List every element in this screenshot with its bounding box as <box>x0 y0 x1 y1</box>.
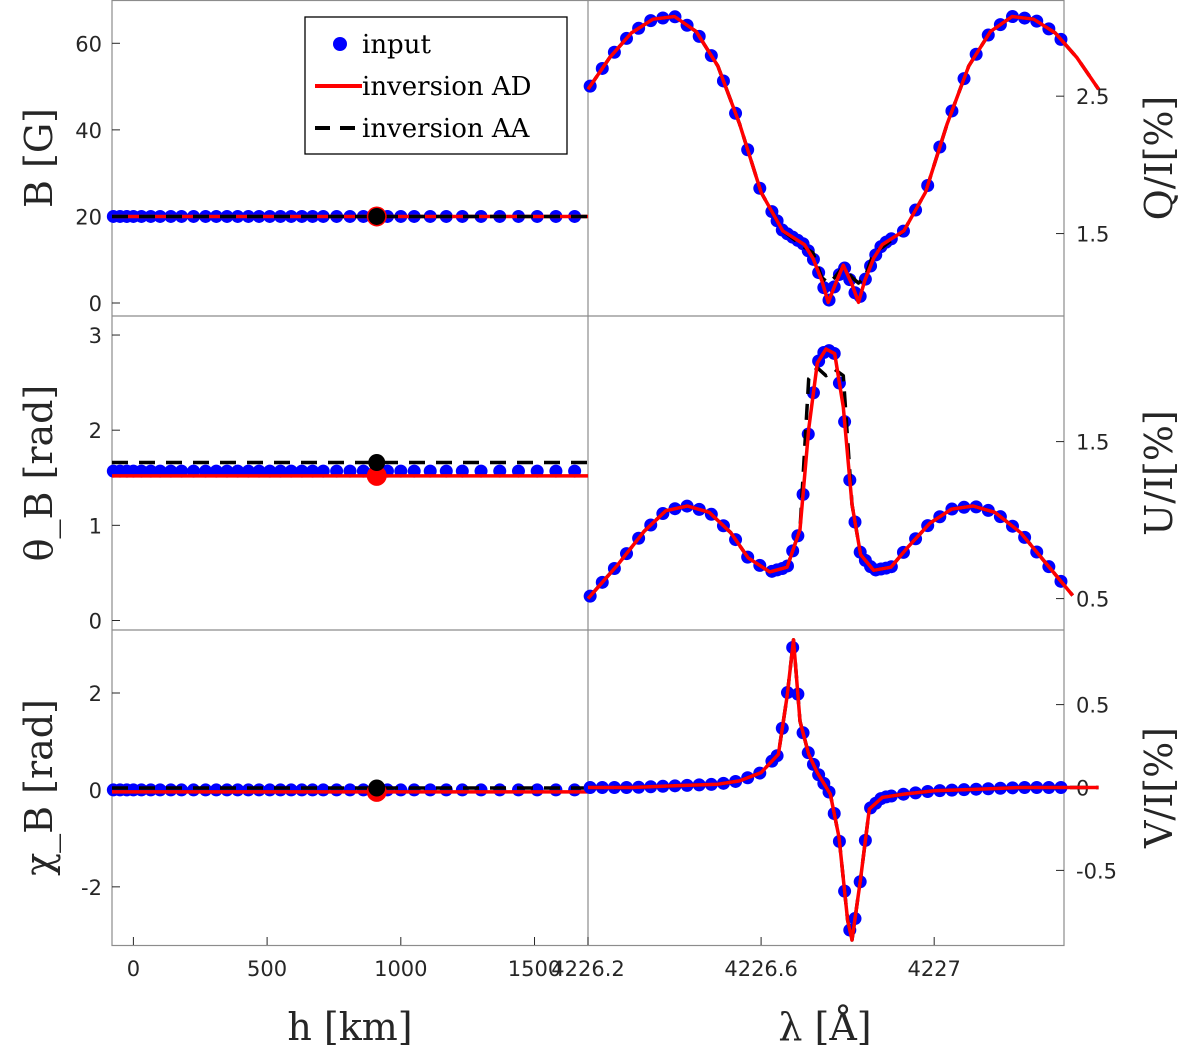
y-tick-label: 2 <box>89 682 102 706</box>
y-tick-label: 60 <box>75 32 102 56</box>
x-tick-label: 4227 <box>907 957 960 981</box>
y-tick-label: 3 <box>89 324 102 348</box>
y-tick-label: 40 <box>75 119 102 143</box>
ad-marker <box>366 465 387 486</box>
y-tick-label: 1.5 <box>1076 431 1109 455</box>
x-tick-label: 4226.6 <box>724 957 797 981</box>
input-point <box>394 783 408 797</box>
x-axis-label-height: h [km] <box>287 1005 412 1049</box>
input-point <box>343 783 357 797</box>
x-axis-label-wavelength: λ [Å] <box>778 1005 871 1049</box>
y-tick-label: 0 <box>89 292 102 316</box>
input-point <box>474 783 488 797</box>
input-point <box>439 783 453 797</box>
y-tick-label: 0.5 <box>1076 588 1109 612</box>
legend: input inversion AD inversion AA <box>304 16 568 155</box>
y-tick-label: -0.5 <box>1076 859 1117 883</box>
legend-aa-label: inversion AA <box>362 114 531 144</box>
y-tick-label: 1.5 <box>1076 223 1109 247</box>
aa-marker <box>368 207 386 225</box>
input-point <box>530 783 544 797</box>
panels-layer: 0 20 40 60 B [G] 0 1 2 3 θ_B [rad] -2 0 2 χ_B [rad] 0 5… <box>17 0 1181 1049</box>
y-tick-label: 0.5 <box>1076 694 1109 718</box>
y-axis-label: θ_B [rad] <box>17 385 62 562</box>
panel-B: 0 20 40 60 B [G] <box>17 32 588 316</box>
y-axis-label: B [G] <box>17 108 61 208</box>
profile-V: -0.500.5V/I[%] <box>583 638 1181 942</box>
panel-theta: 0 1 2 3 θ_B [rad] <box>17 324 588 633</box>
input-point <box>568 783 582 797</box>
y-tick-label: 1 <box>89 514 102 538</box>
input-point <box>175 783 189 797</box>
x-tick-label: 4226.2 <box>551 957 624 981</box>
input-point <box>549 783 563 797</box>
legend-input-label: input <box>362 30 431 60</box>
input-point <box>511 783 525 797</box>
ad-line <box>586 347 1075 600</box>
x-tick-label: 1500 <box>508 957 561 981</box>
y-tick-label: 2.5 <box>1076 85 1109 109</box>
input-point <box>455 783 469 797</box>
panel-chi: -2 0 2 χ_B [rad] <box>17 682 588 900</box>
y-tick-label: 20 <box>75 205 102 229</box>
y-tick-label: 0 <box>89 779 102 803</box>
y-tick-label: 2 <box>89 419 102 443</box>
aa-line <box>586 366 1075 600</box>
input-point <box>423 783 437 797</box>
input-point <box>187 783 201 797</box>
aa-marker <box>368 454 386 472</box>
y-axis-label: χ_B [rad] <box>17 699 62 876</box>
y-axis-label: U/I[%] <box>1137 410 1181 536</box>
x-tick-label: 1000 <box>374 957 427 981</box>
x-tick-label: 500 <box>247 957 287 981</box>
y-tick-label: 0 <box>89 609 102 633</box>
y-axis-label: V/I[%] <box>1137 727 1181 849</box>
y-tick-label: -2 <box>81 876 102 900</box>
x-tick-label: 0 <box>127 957 140 981</box>
input-point <box>493 783 507 797</box>
profile-Q: 1.5 2.5 Q/I[%] <box>583 10 1181 307</box>
ad-line <box>588 638 1099 942</box>
input-point <box>316 783 330 797</box>
input-point <box>407 783 421 797</box>
legend-ad-label: inversion AD <box>362 72 532 102</box>
ad-line <box>586 14 1101 305</box>
profile-U: 0.5 1.5 U/I[%] <box>583 344 1181 612</box>
aa-marker <box>368 779 386 797</box>
aa-line <box>586 14 1101 285</box>
y-axis-label: Q/I[%] <box>1137 96 1181 221</box>
legend-input-marker <box>333 37 347 51</box>
input-point <box>330 783 344 797</box>
